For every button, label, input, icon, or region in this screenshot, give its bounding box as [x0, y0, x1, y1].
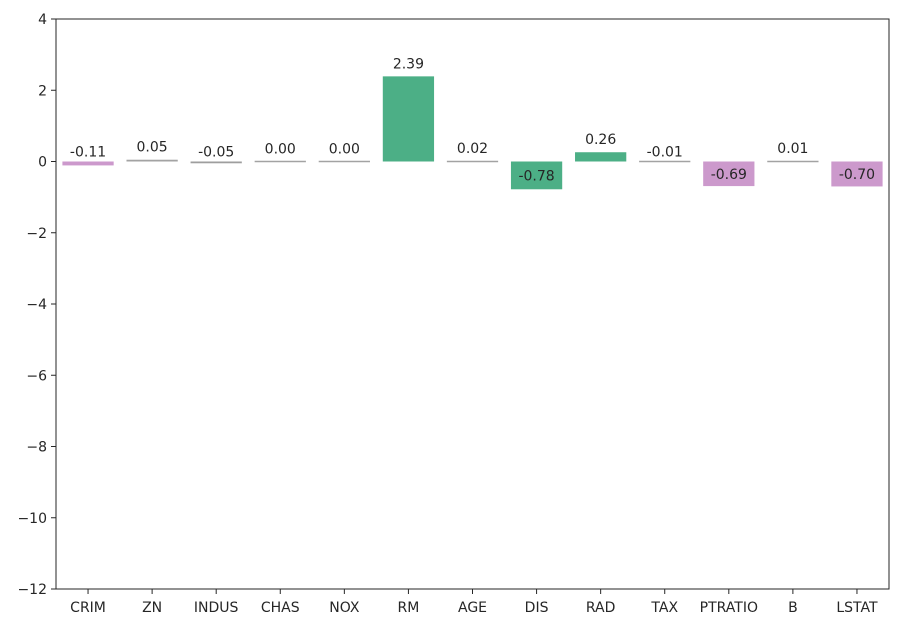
data-label: 0.01 [777, 141, 808, 157]
data-labels-group: -0.11 0.05 -0.05 0.00 0.00 2.39 0.02 -0.78 0.26 -… [70, 56, 875, 184]
x-tick-label: ZN [142, 600, 162, 616]
x-axis: CRIM ZN INDUS CHAS NOX RM AGE DIS RAD TAX PTRATIO B… [70, 589, 878, 616]
data-label: -0.01 [647, 145, 683, 161]
data-label: 0.26 [585, 132, 616, 148]
x-tick-label: B [788, 600, 798, 616]
x-tick-label: LSTAT [836, 600, 878, 616]
bar [767, 160, 819, 163]
x-tick-label: CHAS [261, 600, 300, 616]
data-label: -0.70 [839, 167, 875, 183]
data-label: -0.05 [198, 145, 234, 161]
data-label: -0.78 [518, 168, 554, 184]
y-tick-label: 2 [38, 83, 47, 99]
x-tick-label: RM [398, 600, 420, 616]
data-label: 0.02 [457, 141, 488, 157]
y-tick-label: −10 [17, 511, 47, 527]
bar [446, 160, 499, 163]
y-tick-label: −2 [26, 226, 47, 242]
y-tick-label: −12 [17, 582, 47, 598]
data-label: 2.39 [393, 56, 424, 72]
x-tick-label: AGE [458, 600, 487, 616]
bar [126, 159, 178, 162]
data-label: -0.69 [711, 167, 747, 183]
data-label: 0.00 [265, 142, 296, 158]
bars-group [62, 76, 883, 190]
y-tick-label: 0 [38, 155, 47, 171]
x-tick-label: DIS [525, 600, 549, 616]
data-label: -0.11 [70, 145, 106, 161]
bar [190, 161, 242, 164]
y-tick-label: −4 [26, 297, 47, 313]
x-tick-label: RAD [586, 600, 616, 616]
bar [510, 161, 563, 190]
y-axis: 4 2 0 −2 −4 −6 −8 −10 −12 [17, 12, 56, 598]
data-label: 0.05 [137, 140, 168, 156]
y-tick-label: −6 [26, 368, 47, 384]
data-label: 0.00 [329, 142, 360, 158]
x-tick-label: INDUS [194, 600, 239, 616]
y-tick-label: −8 [26, 440, 47, 456]
bar [382, 76, 435, 162]
bar [831, 161, 883, 187]
bar [254, 160, 306, 163]
x-tick-label: PTRATIO [700, 600, 758, 616]
y-tick-label: 4 [38, 12, 47, 28]
bar [639, 160, 691, 163]
x-tick-label: NOX [329, 600, 360, 616]
x-tick-label: TAX [650, 600, 678, 616]
x-tick-label: CRIM [70, 600, 106, 616]
bar [318, 160, 370, 163]
bar [703, 161, 755, 187]
plot-frame [55, 18, 890, 590]
bar [62, 161, 114, 166]
bar [575, 152, 627, 162]
